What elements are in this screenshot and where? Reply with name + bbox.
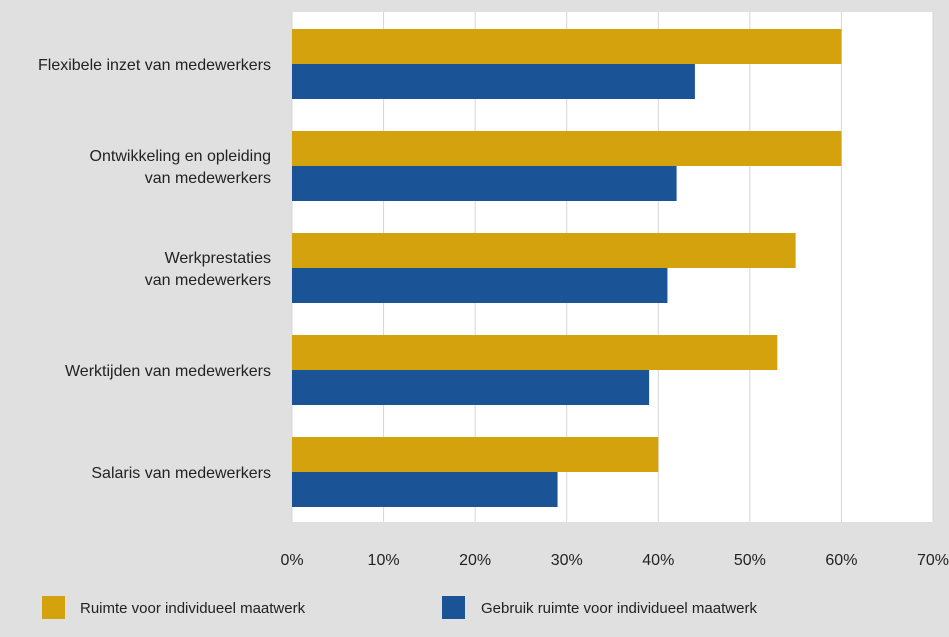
bar <box>292 166 677 201</box>
category-label-line: Werktijden van medewerkers <box>65 363 271 380</box>
category-label-line: Flexibele inzet van medewerkers <box>38 57 271 74</box>
category-label: Ontwikkeling en opleiding van medewerkers <box>90 148 271 187</box>
category-label-line: van medewerkers <box>145 170 271 187</box>
category-label: Salaris van medewerkers <box>91 465 271 482</box>
category-labels: Flexibele inzet van medewerkers Ontwikkel… <box>38 57 271 482</box>
bar <box>292 370 650 405</box>
x-tick-label: 10% <box>368 552 400 569</box>
x-tick-label: 30% <box>551 552 583 569</box>
x-tick-label: 50% <box>734 552 766 569</box>
bar <box>292 472 558 507</box>
bar <box>292 268 668 303</box>
category-label-line: Salaris van medewerkers <box>91 465 271 482</box>
x-tick-label: 70% <box>917 552 949 569</box>
bar <box>292 64 695 99</box>
x-tick-label: 40% <box>642 552 674 569</box>
bar <box>292 335 778 370</box>
category-label: Flexibele inzet van medewerkers <box>38 57 271 74</box>
legend-swatch <box>442 596 465 619</box>
x-tick-label: 60% <box>825 552 857 569</box>
bar <box>292 233 796 268</box>
category-label: Werktijden van medewerkers <box>65 363 271 380</box>
bar <box>292 29 842 64</box>
category-label-line: Werkprestaties <box>165 250 271 267</box>
legend-swatch <box>42 596 65 619</box>
category-label: Werkprestaties van medewerkers <box>145 250 271 289</box>
legend-label: Gebruik ruimte voor individueel maatwerk <box>481 600 757 617</box>
bars <box>292 29 842 507</box>
category-label-line: Ontwikkeling en opleiding <box>90 148 271 165</box>
bar <box>292 437 659 472</box>
category-label-line: van medewerkers <box>145 272 271 289</box>
legend: Ruimte voor individueel maatwerk Gebruik … <box>42 596 757 619</box>
x-axis-ticks: 0% 10% 20% 30% 40% 50% 60% 70% <box>280 552 949 569</box>
x-tick-label: 20% <box>459 552 491 569</box>
x-tick-label: 0% <box>280 552 303 569</box>
legend-label: Ruimte voor individueel maatwerk <box>80 600 306 617</box>
bar <box>292 131 842 166</box>
